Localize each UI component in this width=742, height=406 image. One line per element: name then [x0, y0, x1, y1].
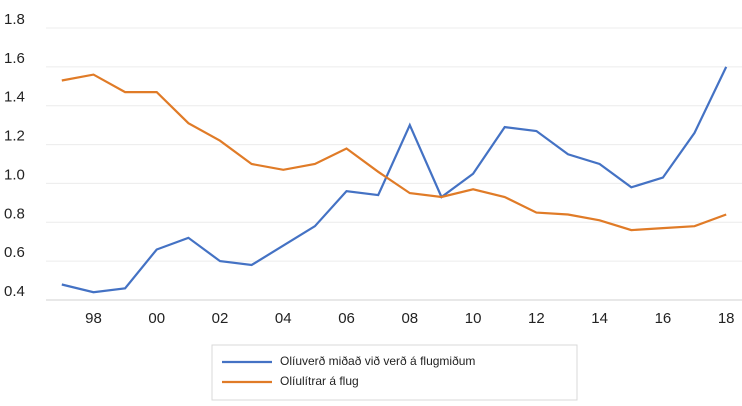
x-tick-label: 14: [591, 310, 608, 327]
y-tick-label: 0.8: [4, 205, 25, 222]
series-line: [61, 73, 727, 232]
y-tick-label: 0.6: [4, 244, 25, 261]
x-tick-label: 10: [465, 310, 482, 327]
x-tick-label: 00: [148, 310, 165, 327]
x-tick-label: 16: [655, 310, 672, 327]
x-tick-label: 98: [85, 310, 102, 327]
legend: Olíuverð miðað við verð á flugmiðum Olíul…: [211, 344, 578, 401]
x-tick-label: 08: [401, 310, 418, 327]
legend-label: Olíuverð miðað við verð á flugmiðum: [280, 354, 475, 368]
series-line: [61, 66, 728, 294]
y-tick-label: 0.4: [4, 283, 25, 300]
x-tick-label: 18: [718, 310, 735, 327]
x-tick-label: 04: [275, 310, 292, 327]
x-tick-label: 06: [338, 310, 355, 327]
x-tick-label: 02: [212, 310, 229, 327]
legend-label: Olíulítrar á flug: [280, 374, 359, 388]
x-tick-label: 12: [528, 310, 545, 327]
y-tick-label: 1.6: [4, 50, 25, 67]
y-tick-label: 1.4: [4, 89, 25, 106]
y-tick-label: 1.2: [4, 128, 25, 145]
legend-box: [211, 344, 578, 401]
y-tick-label: 1.0: [4, 166, 25, 183]
y-tick-label: 1.8: [4, 11, 25, 28]
